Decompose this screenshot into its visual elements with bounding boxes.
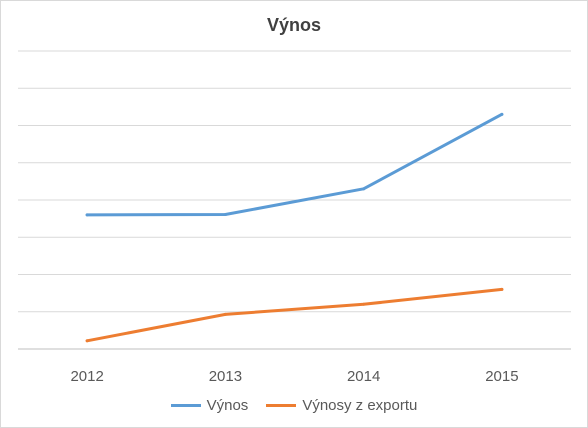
legend: Výnos Výnosy z exportu: [1, 397, 587, 414]
x-tick-label: 2012: [70, 368, 103, 385]
data-point-series-2: [362, 302, 366, 306]
x-tick-label: 2013: [209, 368, 242, 385]
legend-swatch: [170, 404, 201, 407]
series-line-2: [85, 287, 504, 343]
data-point-series-2: [85, 339, 89, 343]
x-tick-label: 2014: [347, 368, 380, 385]
data-point-series-1: [223, 213, 227, 217]
legend-swatch: [266, 404, 297, 407]
data-point-series-1: [85, 213, 89, 217]
data-point-series-1: [500, 112, 504, 116]
data-point-series-1: [362, 187, 366, 191]
data-point-series-2: [500, 287, 504, 291]
legend-item-1: Výnos: [170, 397, 249, 414]
legend-label: Výnosy z exportu: [302, 397, 418, 414]
data-point-series-2: [223, 312, 227, 316]
chart-title: Výnos: [266, 15, 322, 35]
x-tick-label: 2015: [485, 368, 518, 385]
series-line-1: [85, 112, 504, 217]
legend-item-2: Výnosy z exportu: [266, 397, 417, 414]
legend-label: Výnos: [206, 397, 249, 414]
